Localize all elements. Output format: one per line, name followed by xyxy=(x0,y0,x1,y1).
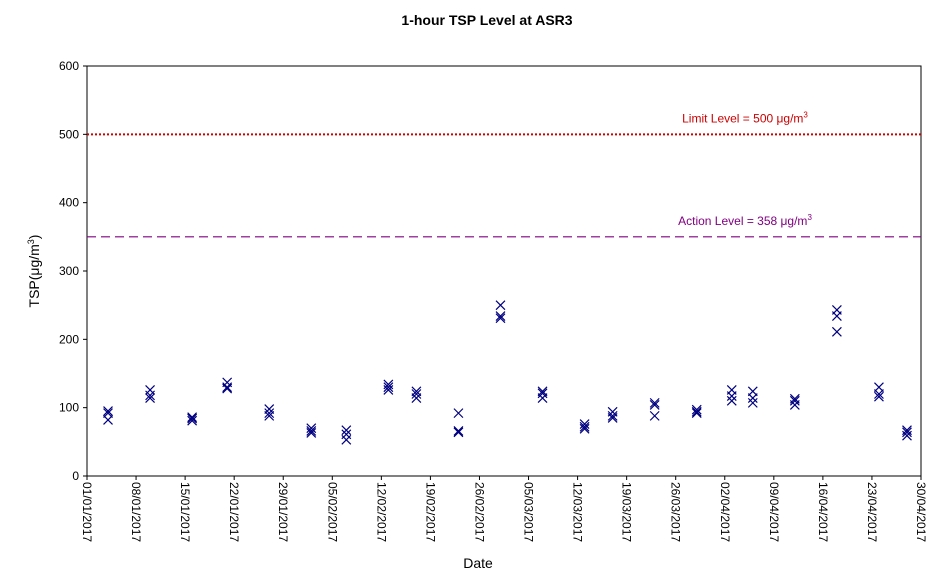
marker xyxy=(495,311,506,322)
marker xyxy=(649,400,660,410)
marker xyxy=(383,382,394,393)
chart-title: 1-hour TSP Level at ASR3 xyxy=(401,12,572,28)
marker xyxy=(145,393,156,404)
x-tick-label: 01/01/2017 xyxy=(80,482,94,542)
marker xyxy=(789,400,800,410)
marker xyxy=(341,434,352,445)
marker xyxy=(341,425,352,436)
x-tick-label: 12/02/2017 xyxy=(374,482,388,542)
marker xyxy=(579,421,590,432)
marker xyxy=(187,412,198,423)
marker xyxy=(537,393,548,404)
y-axis-label-part: ) xyxy=(26,235,42,240)
marker xyxy=(264,408,275,419)
x-tick-label: 19/03/2017 xyxy=(620,482,634,542)
marker xyxy=(831,326,842,337)
marker xyxy=(222,383,233,394)
marker xyxy=(649,397,660,408)
marker xyxy=(264,410,275,421)
y-tick-label: 500 xyxy=(59,127,79,141)
x-tick-label: 02/04/2017 xyxy=(718,482,732,542)
marker xyxy=(222,382,233,393)
marker xyxy=(103,415,113,425)
marker xyxy=(649,410,660,421)
x-tick-label: 12/03/2017 xyxy=(571,482,585,542)
reference-label-sup: 3 xyxy=(803,110,808,119)
marker xyxy=(726,391,737,401)
reference-label: Limit Level = 500 μg/m3 xyxy=(682,110,808,125)
y-axis-label-part: TSP(μg/m xyxy=(26,244,42,307)
y-axis-label: TSP(μg/m3) xyxy=(26,235,42,308)
marker xyxy=(453,408,464,419)
marker xyxy=(103,406,113,417)
reference-label-text: Limit Level = 500 μg/m xyxy=(682,111,803,125)
x-tick-label: 16/04/2017 xyxy=(816,482,830,542)
x-tick-label: 19/02/2017 xyxy=(423,482,437,542)
marker xyxy=(411,393,422,404)
marker xyxy=(691,408,702,419)
x-tick-label: 29/01/2017 xyxy=(276,482,290,542)
plot-area xyxy=(86,65,922,477)
marker xyxy=(902,430,912,441)
marker xyxy=(306,428,317,438)
marker xyxy=(874,391,884,402)
marker xyxy=(306,423,317,434)
marker xyxy=(726,395,737,406)
x-tick-label: 08/01/2017 xyxy=(129,482,143,542)
marker xyxy=(495,313,506,324)
marker xyxy=(537,388,548,399)
marker xyxy=(607,412,618,423)
x-tick-label: 05/03/2017 xyxy=(522,482,536,542)
marker xyxy=(187,415,198,426)
marker xyxy=(874,389,884,399)
marker xyxy=(383,384,394,395)
x-tick-label: 15/01/2017 xyxy=(178,482,192,542)
y-tick-label: 300 xyxy=(59,264,79,278)
x-tick-label: 05/02/2017 xyxy=(325,482,339,542)
marker xyxy=(747,397,758,408)
y-tick-label: 600 xyxy=(59,59,79,73)
x-axis-label: Date xyxy=(463,555,493,571)
marker xyxy=(145,390,156,401)
marker xyxy=(831,311,842,322)
marker xyxy=(747,393,758,404)
x-tick-label: 26/02/2017 xyxy=(472,482,486,542)
y-tick-label: 0 xyxy=(72,469,79,483)
y-tick-label: 100 xyxy=(59,401,79,415)
marker xyxy=(411,389,422,399)
y-tick-label: 400 xyxy=(59,196,79,210)
marker xyxy=(495,300,506,311)
marker xyxy=(607,410,618,421)
y-axis-label-sup: 3 xyxy=(26,239,36,244)
reference-label-sup: 3 xyxy=(807,213,812,222)
marker xyxy=(789,395,800,406)
marker xyxy=(579,419,590,429)
marker xyxy=(902,427,912,438)
x-tick-label: 22/01/2017 xyxy=(227,482,241,542)
reference-label-text: Action Level = 358 μg/m xyxy=(678,214,807,228)
marker xyxy=(453,427,464,438)
x-tick-label: 09/04/2017 xyxy=(767,482,781,542)
marker xyxy=(306,425,317,436)
x-tick-label: 26/03/2017 xyxy=(669,482,683,542)
marker xyxy=(453,425,464,436)
x-tick-label: 30/04/2017 xyxy=(914,482,928,542)
marker xyxy=(187,413,198,424)
marker xyxy=(691,404,702,415)
marker xyxy=(691,406,702,417)
x-tick-label: 23/04/2017 xyxy=(865,482,879,542)
reference-label: Action Level = 358 μg/m3 xyxy=(678,213,812,228)
marker xyxy=(579,423,590,434)
y-tick-label: 200 xyxy=(59,332,79,346)
